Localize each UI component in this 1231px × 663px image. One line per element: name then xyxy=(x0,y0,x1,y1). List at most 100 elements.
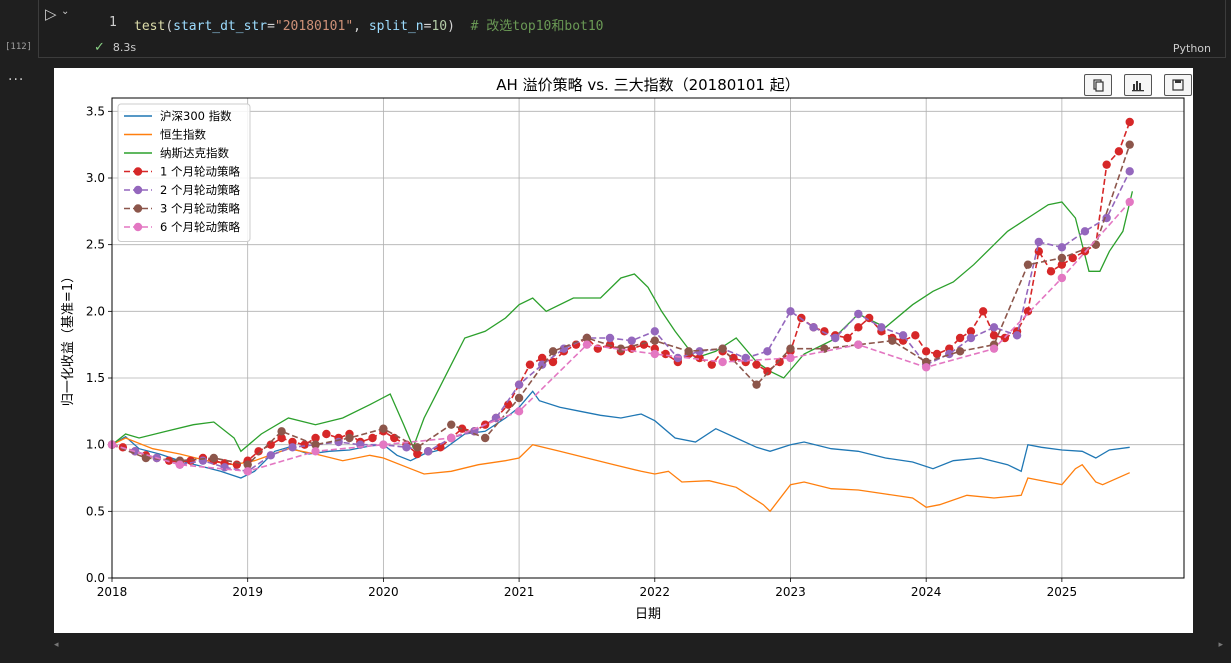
copy-icon[interactable] xyxy=(1084,74,1112,96)
series-7-point xyxy=(582,340,592,349)
series-4-point xyxy=(254,447,263,456)
series-7-point xyxy=(650,349,659,359)
legend-label: 1 个月轮动策略 xyxy=(160,165,240,179)
series-7-point xyxy=(718,357,727,367)
series-5-point xyxy=(673,353,683,363)
legend-label: 沪深300 指数 xyxy=(160,109,232,123)
series-line-6 xyxy=(111,144,1131,466)
series-4-point xyxy=(436,443,445,452)
series-4-point xyxy=(921,347,931,356)
series-4-point xyxy=(989,331,999,340)
x-tick-label: 2018 xyxy=(97,585,128,599)
series-6-point xyxy=(1023,260,1033,269)
series-5-point xyxy=(627,336,636,345)
chevron-down-icon[interactable]: ⌄ xyxy=(61,6,70,17)
execution-time: 8.3s xyxy=(112,41,137,54)
series-4-point xyxy=(1068,253,1077,263)
series-6-point xyxy=(582,333,592,343)
series-4-point xyxy=(661,349,670,359)
y-tick-label: 3.5 xyxy=(86,104,105,118)
series-4-point xyxy=(1023,307,1033,316)
code-eq-2: = xyxy=(423,19,432,34)
run-triangle-icon[interactable]: ▷ xyxy=(45,5,57,23)
series-4-point xyxy=(752,360,761,369)
notebook-cell[interactable]: ▷ ⌄ 1 test(start_dt_str="20180101", spli… xyxy=(38,0,1226,58)
series-6-point xyxy=(311,440,320,449)
x-tick-label: 2019 xyxy=(232,585,263,599)
series-5-point xyxy=(831,333,840,343)
series-4-point xyxy=(300,440,309,449)
series-4-point xyxy=(311,433,320,443)
series-line-7 xyxy=(111,201,1131,473)
series-7-point xyxy=(854,340,863,349)
series-7-point xyxy=(921,363,931,372)
code-editor[interactable]: test(start_dt_str="20180101", split_n=10… xyxy=(134,15,604,34)
horizontal-scrollbar[interactable]: ◂ ▸ xyxy=(54,640,1223,652)
series-4-point xyxy=(854,323,863,332)
code-function: test xyxy=(134,19,166,34)
series-5-point xyxy=(288,443,297,452)
series-4-point xyxy=(537,353,547,363)
series-4-point xyxy=(413,449,422,459)
chart-icon[interactable] xyxy=(1124,74,1152,96)
series-4-point xyxy=(1057,260,1067,269)
series-4-point xyxy=(820,327,829,336)
check-icon: ✓ xyxy=(94,40,105,55)
y-tick-label: 0.0 xyxy=(86,571,105,585)
series-6-point xyxy=(480,433,490,443)
save-icon[interactable] xyxy=(1164,74,1192,96)
series-7-point xyxy=(447,433,456,443)
series-6-point xyxy=(718,344,727,353)
series-7-point xyxy=(989,344,999,353)
series-5-point xyxy=(220,463,229,472)
x-tick-label: 2022 xyxy=(640,585,671,599)
series-6-point xyxy=(1091,240,1100,249)
code-comment: # 改选top10和bot10 xyxy=(454,19,604,34)
series-5-point xyxy=(1057,243,1067,252)
scroll-left-icon[interactable]: ◂ xyxy=(54,640,59,650)
x-tick-label: 2025 xyxy=(1047,585,1078,599)
more-actions-icon[interactable]: ... xyxy=(8,68,25,84)
series-5-point xyxy=(898,331,908,340)
series-4-point xyxy=(504,400,513,409)
x-tick-label: 2021 xyxy=(504,585,535,599)
series-4-point xyxy=(1125,117,1134,127)
series-6-point xyxy=(277,427,286,436)
series-5-point xyxy=(1012,331,1022,340)
series-4-point xyxy=(707,360,716,369)
series-4-point xyxy=(955,333,965,343)
series-7-point xyxy=(243,467,252,476)
scroll-right-icon[interactable]: ▸ xyxy=(1218,640,1223,650)
series-4-point xyxy=(695,353,704,363)
series-4-point xyxy=(775,357,784,367)
series-4-point xyxy=(1102,160,1111,169)
series-4-point xyxy=(1046,267,1056,276)
code-param-2: split_n xyxy=(368,19,424,34)
series-4-point xyxy=(232,460,242,469)
legend-marker xyxy=(133,167,143,176)
series-4-point xyxy=(978,307,988,316)
chart-title: AH 溢价策略 vs. 三大指数（20180101 起） xyxy=(496,76,799,94)
series-6-point xyxy=(955,347,965,356)
y-tick-label: 1.0 xyxy=(86,438,105,452)
legend-marker xyxy=(133,222,143,232)
series-5-point xyxy=(266,451,275,460)
series-4-point xyxy=(966,327,976,336)
series-6-point xyxy=(616,344,626,353)
series-6-point xyxy=(650,336,659,345)
series-5-point xyxy=(854,309,863,319)
execution-status: ✓ 8.3s xyxy=(94,40,136,55)
y-axis-label: 归一化收益（基准=1） xyxy=(61,270,76,406)
legend-label: 3 个月轮动策略 xyxy=(160,202,240,216)
language-label[interactable]: Python xyxy=(1172,42,1211,55)
code-paren-close: ) xyxy=(447,19,455,34)
series-4-point xyxy=(277,433,286,443)
plot-frame xyxy=(111,97,1185,579)
series-4-point xyxy=(266,440,275,449)
series-5-point xyxy=(966,333,976,343)
series-4-point xyxy=(639,340,649,349)
series-4-point xyxy=(548,357,558,367)
legend-box xyxy=(117,103,251,242)
series-5-point xyxy=(763,347,772,356)
series-4-point xyxy=(763,367,772,376)
